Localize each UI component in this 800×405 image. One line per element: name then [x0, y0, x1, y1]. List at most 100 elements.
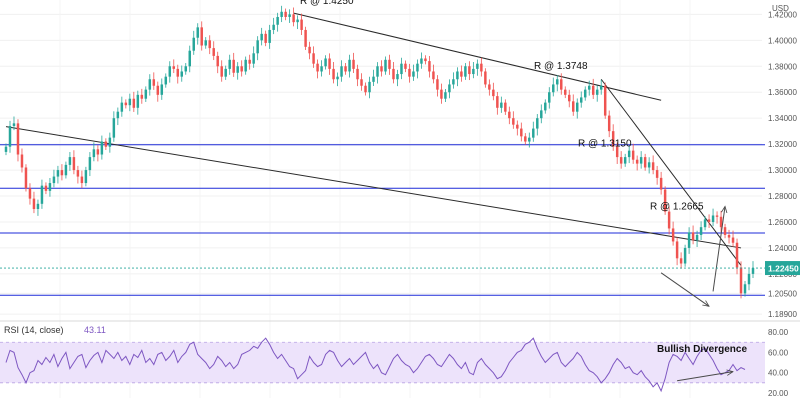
candle-body [56, 170, 60, 177]
candle-body [711, 215, 715, 222]
candle-body [224, 68, 227, 77]
candle-body [204, 40, 207, 46]
trendline [293, 12, 662, 101]
candle-body [116, 111, 120, 119]
candle-body [184, 66, 187, 72]
candle-body [564, 89, 567, 95]
candle-body [607, 115, 611, 132]
candle-body [456, 71, 459, 80]
candle-body [164, 76, 168, 85]
price-tick-label: 1.26000 [768, 218, 797, 227]
candle-body [12, 123, 16, 126]
candle-body [627, 150, 631, 158]
currency-label: USD [772, 4, 789, 13]
candle-body [655, 170, 659, 178]
candle-body [691, 232, 695, 241]
candle-body [579, 97, 583, 103]
candle-body [376, 66, 379, 77]
candle-body [468, 66, 471, 75]
candle-body [512, 118, 515, 125]
candle-body [743, 284, 747, 294]
candle-body [492, 89, 495, 97]
candle-body [440, 89, 443, 99]
candle-body [747, 273, 751, 285]
price-tick-label: 1.30000 [768, 166, 797, 175]
candle-body [272, 24, 275, 30]
price-tick-label: 1.32000 [768, 140, 797, 149]
candle-body [84, 170, 88, 184]
candle-body [208, 40, 211, 49]
candle-body [707, 219, 711, 222]
candle-body [300, 19, 303, 30]
candle-body [679, 258, 683, 264]
candle-body [548, 92, 551, 103]
candle-body [112, 118, 116, 138]
candle-body [587, 85, 591, 90]
candle-body [196, 27, 199, 38]
candle-body [611, 131, 615, 147]
candle-body [16, 123, 20, 155]
candle-body [148, 79, 152, 90]
candle-body [156, 85, 160, 95]
rsi-current-value: 43.11 [84, 325, 106, 335]
candle-body [276, 16, 279, 25]
candle-body [180, 71, 184, 77]
candle-body [140, 94, 144, 99]
candle-body [420, 58, 423, 64]
candle-body [216, 55, 219, 67]
candle-body [52, 176, 56, 184]
candle-body [480, 63, 483, 72]
candle-body [735, 242, 739, 268]
candle-body [560, 79, 563, 90]
price-arrow [712, 206, 725, 292]
rsi-indicator-label: RSI (14, close) [4, 325, 64, 335]
candle-body [472, 68, 475, 75]
candle-body [595, 89, 599, 95]
candle-body [623, 157, 627, 164]
candle-body [536, 118, 539, 129]
candle-body [132, 98, 136, 108]
candle-body [727, 234, 731, 238]
candle-body [412, 71, 415, 77]
candle-body [248, 59, 251, 64]
candle-body [172, 66, 176, 69]
candle-body [496, 96, 499, 108]
candle-body [695, 234, 699, 241]
candle-body [647, 162, 651, 168]
candle-body [392, 68, 395, 80]
price-tick-label: 1.40000 [768, 36, 797, 45]
candle-body [296, 19, 299, 23]
candle-body [64, 164, 68, 176]
candle-body [176, 68, 180, 77]
candle-body [104, 141, 108, 147]
candle-body [739, 267, 743, 294]
candle-body [20, 154, 24, 168]
candle-body [28, 188, 32, 199]
candle-body [304, 29, 307, 47]
candle-body [236, 66, 239, 73]
candle-body [500, 102, 503, 108]
candle-body [268, 29, 271, 43]
last-price-label: 1.22450 [768, 264, 799, 274]
resistance-annotation: R @ 1.3150 [578, 139, 632, 150]
candle-body [364, 85, 367, 93]
candle-body [240, 66, 243, 72]
rsi-line [5, 337, 746, 393]
candle-body [380, 66, 383, 72]
candle-body [72, 157, 76, 171]
candle-body [651, 162, 655, 171]
candle-body [200, 27, 203, 46]
candle-body [36, 203, 40, 210]
candle-body [48, 183, 52, 191]
candle-body [719, 216, 723, 228]
rsi-band [0, 342, 765, 383]
candle-body [683, 247, 687, 264]
candle-body [160, 84, 164, 95]
candle-body [32, 198, 36, 210]
candle-body [328, 58, 331, 69]
candle-body [436, 79, 439, 90]
candle-body [144, 89, 148, 99]
candle-body [643, 157, 647, 168]
